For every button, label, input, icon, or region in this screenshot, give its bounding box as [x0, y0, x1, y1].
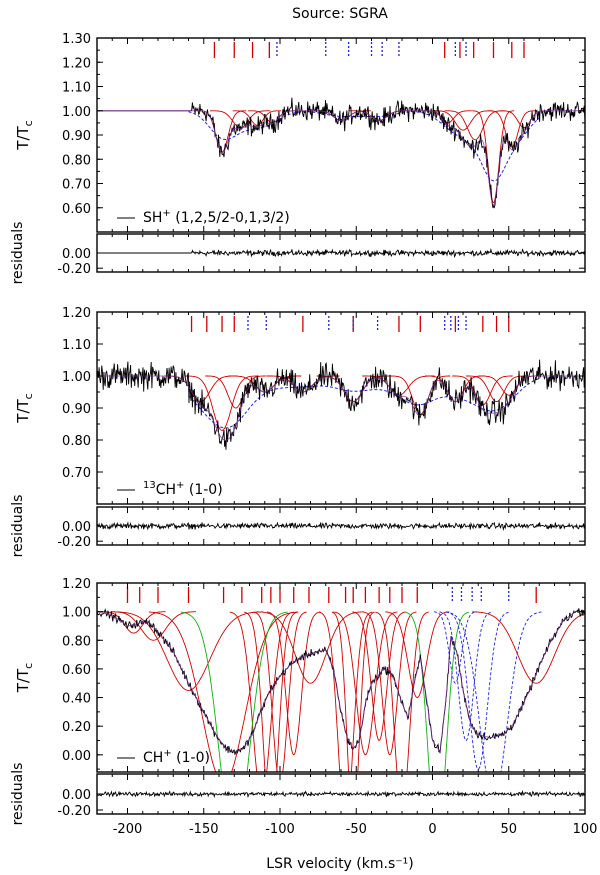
total-fit	[97, 611, 585, 754]
data-spectrum	[97, 359, 585, 450]
y-tick-label: 1.20	[62, 306, 91, 321]
green-component-fit	[180, 611, 288, 772]
residual-area-c13h	[97, 521, 585, 532]
alt-component-fit	[433, 611, 477, 684]
component-fit	[466, 375, 527, 403]
y-tick-label: 0.80	[62, 153, 91, 168]
figure-title: Source: SGRA	[292, 6, 388, 22]
residual-spectrum	[97, 521, 585, 532]
x-tick-label: -200	[113, 822, 143, 837]
y-tick-label: 0.70	[62, 466, 91, 481]
residual-y-tick-label: 0.00	[62, 247, 91, 262]
residual-y-tick-label: -0.20	[57, 262, 91, 277]
component-fit	[472, 611, 585, 684]
residual-y-tick-label: -0.20	[57, 804, 91, 819]
component-fit	[385, 611, 450, 698]
panels: 0.600.700.800.901.001.101.201.300.00-0.2…	[10, 32, 598, 837]
residual-axis-label: residuals	[10, 495, 26, 558]
legend-text: CH+ (1-0)	[143, 748, 210, 766]
y-tick-label: 1.10	[62, 81, 91, 96]
panel-sh: 0.60 0.70 0.80 0.90 1.00 1.10 1.20 1.30 0.00-0.2…	[10, 32, 586, 285]
x-tick-label: -100	[265, 822, 295, 837]
residual-y-tick-label: -0.20	[57, 535, 91, 550]
residual-axis-label: residuals	[10, 222, 26, 285]
component-fit	[375, 611, 429, 772]
y-tick-label: 1.20	[62, 577, 91, 592]
y-tick-label: 0.90	[62, 402, 91, 417]
x-tick-label: 0	[428, 822, 436, 837]
component-fit	[232, 110, 282, 126]
residual-area-ch	[97, 789, 585, 799]
residual-y-tick-label: 0.00	[62, 788, 91, 803]
y-tick-label: 1.00	[62, 606, 91, 621]
y-tick-label: 1.00	[62, 370, 91, 385]
component-fit	[352, 611, 406, 742]
plot-frame	[96, 311, 586, 505]
alt-component-fit	[439, 611, 493, 742]
component-fit	[478, 375, 539, 396]
component-fit	[472, 110, 515, 204]
y-axis-label: T/Tc	[14, 663, 35, 693]
component-fit	[257, 611, 364, 684]
plot-area-sh	[97, 97, 585, 209]
data-spectrum	[97, 608, 585, 755]
component-fit	[229, 611, 294, 772]
y-tick-label: 1.00	[62, 105, 91, 120]
y-axis-label: T/Tc	[14, 120, 35, 150]
component-fit	[113, 611, 264, 691]
y-tick-label: 0.80	[62, 434, 91, 449]
residual-y-tick-label: 0.00	[62, 520, 91, 535]
y-tick-label: 0.40	[62, 692, 91, 707]
y-tick-label: 0.00	[62, 749, 91, 764]
plot-frame	[96, 37, 586, 233]
y-tick-label: 1.20	[62, 56, 91, 71]
y-axis-label: T/Tc	[14, 393, 35, 423]
residual-axis-label: residuals	[10, 763, 26, 826]
component-fit	[362, 611, 417, 756]
component-fit	[266, 611, 321, 756]
plot-area-ch	[97, 608, 585, 772]
alt-component-fit	[445, 611, 542, 772]
residual-area-sh	[97, 247, 585, 258]
legend-text: SH+ (1,2,5/2-0,1,3/2)	[143, 208, 290, 226]
component-fit	[185, 375, 259, 431]
x-tick-label: -50	[346, 822, 367, 837]
x-axis-label: LSR velocity (km.s⁻¹)	[266, 856, 413, 872]
y-tick-label: 0.90	[62, 129, 91, 144]
y-tick-label: 0.60	[62, 663, 91, 678]
green-component-fit	[404, 611, 470, 772]
component-fit	[333, 611, 398, 756]
total-fit	[97, 375, 585, 441]
y-tick-label: 0.80	[62, 634, 91, 649]
component-fit	[197, 110, 247, 153]
panel-ch: 0.000.200.400.600.801.001.200.00-0.20T/T…	[10, 577, 586, 826]
legend-text: 13CH+ (1-0)	[143, 480, 223, 498]
y-tick-label: 0.70	[62, 178, 91, 193]
component-fit	[205, 375, 266, 409]
residual-spectrum	[97, 789, 585, 799]
component-fit	[244, 611, 298, 772]
x-tick-label: 100	[573, 822, 598, 837]
plot-frame	[96, 582, 586, 773]
component-fit	[487, 110, 536, 148]
alt-component-fit	[446, 611, 511, 770]
component-fit	[499, 110, 549, 129]
x-tick-label: -150	[189, 822, 219, 837]
component-fit	[148, 611, 299, 772]
panel-c13h: 0.70 0.80 0.90 1.00 1.10 1.20 0.00-0.20 T/Tc res…	[10, 306, 586, 558]
plot-area-c13h	[97, 359, 585, 450]
y-tick-label: 1.10	[62, 338, 91, 353]
x-tick-label: 50	[500, 822, 517, 837]
component-fit	[432, 110, 493, 131]
component-fit	[253, 611, 307, 772]
y-tick-label: 0.20	[62, 720, 91, 735]
y-tick-label: 1.30	[62, 32, 91, 47]
component-fit	[110, 611, 197, 641]
total-fit	[97, 110, 585, 206]
y-tick-label: 0.60	[62, 202, 91, 217]
residual-spectrum	[97, 247, 585, 258]
alt-fit-curve	[188, 111, 540, 182]
component-fit	[331, 611, 375, 772]
